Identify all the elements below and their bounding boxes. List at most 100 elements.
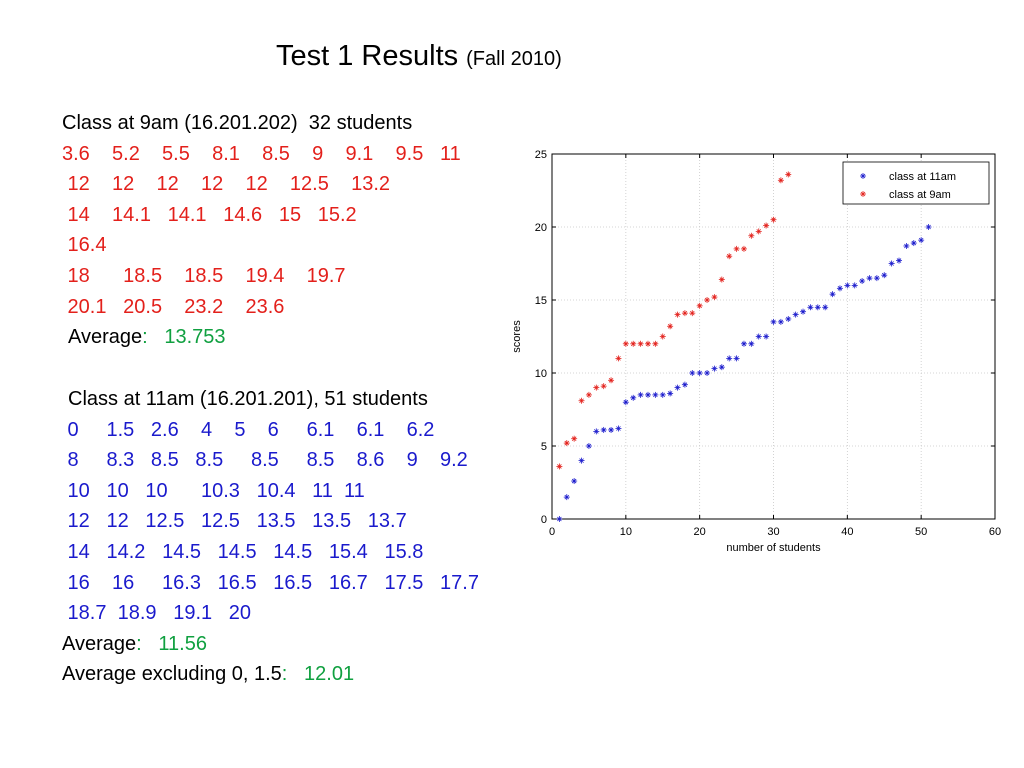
- average-colon: :: [136, 632, 142, 655]
- legend-marker: [860, 173, 866, 179]
- data-point: [733, 245, 740, 252]
- average-value: 11.56: [158, 632, 207, 655]
- data-point: [918, 237, 925, 244]
- data-point: [718, 276, 725, 283]
- title-text: Test 1 Results: [276, 40, 459, 72]
- class-11am-header: Class at 11am (16.201.201), 51 students: [68, 388, 428, 410]
- class-9am-header: Class at 9am (16.201.202) 32 students: [62, 112, 413, 134]
- score-row: 20.1 20.5 23.2 23.6: [62, 295, 285, 318]
- score-row: 0 1.5 2.6 4 5 6 6.1 6.1 6.2: [62, 418, 435, 441]
- data-point: [814, 304, 821, 311]
- legend-marker: [860, 191, 866, 197]
- data-point: [556, 516, 563, 522]
- average-excluding-label: Average excluding 0, 1.5: [62, 663, 282, 686]
- score-row: 16.4: [62, 234, 107, 257]
- class-11am-block: Class at 11am (16.201.201), 51 students …: [62, 384, 479, 690]
- y-tick-label: 20: [535, 222, 547, 234]
- data-point: [696, 302, 703, 309]
- data-point: [571, 435, 578, 442]
- data-point: [630, 340, 637, 347]
- data-point: [711, 294, 718, 301]
- data-point: [829, 291, 836, 298]
- data-point: [689, 370, 696, 376]
- data-point: [659, 391, 666, 398]
- data-point: [667, 390, 674, 397]
- data-point: [881, 272, 888, 279]
- class-9am-block: Class at 9am (16.201.202) 32 students 3.…: [62, 108, 461, 353]
- data-point: [770, 318, 777, 325]
- data-point: [873, 275, 880, 282]
- data-point: [859, 278, 866, 285]
- x-tick-label: 0: [549, 526, 555, 538]
- score-row: 18 18.5 18.5 19.4 19.7: [62, 264, 346, 287]
- series-class-9am: [556, 171, 792, 470]
- data-point: [689, 310, 696, 317]
- series-class-11am: [556, 224, 932, 522]
- data-point: [888, 260, 895, 267]
- data-point: [763, 222, 770, 229]
- data-point: [556, 463, 563, 470]
- y-tick-label: 25: [535, 149, 547, 161]
- y-tick-label: 5: [541, 441, 547, 453]
- average-excluding-colon: :: [281, 663, 288, 686]
- data-point: [637, 391, 644, 398]
- class-11am-average-excluding: Average excluding 0, 1.5: 12.01: [62, 659, 479, 690]
- score-row: 12 12 12 12 12 12.5 13.2: [62, 173, 390, 196]
- class-11am-scores: 0 1.5 2.6 4 5 6 6.1 6.1 6.2 8 8.3 8.5 8.…: [62, 415, 479, 629]
- average-label: Average: [68, 326, 143, 349]
- x-axis-label: number of students: [726, 542, 821, 554]
- data-point: [652, 340, 659, 347]
- data-point: [822, 304, 829, 311]
- data-point: [903, 242, 910, 249]
- score-row: 18.7 18.9 19.1 20: [62, 602, 252, 625]
- data-point: [777, 318, 784, 325]
- data-point: [711, 365, 718, 372]
- score-row: 8 8.3 8.5 8.5 8.5 8.5 8.6 9 9.2: [62, 449, 468, 472]
- data-point: [563, 494, 570, 501]
- score-row: 14 14.1 14.1 14.6 15 15.2: [62, 203, 357, 226]
- data-point: [770, 216, 777, 223]
- scores-chart: 0 10 20 30 40 50 60 0 5 10 15 20 25 number of student…: [511, 149, 1001, 554]
- data-point: [615, 355, 622, 362]
- x-tick-label: 50: [915, 526, 927, 538]
- data-point: [571, 478, 578, 485]
- data-point: [585, 391, 592, 398]
- data-point: [836, 285, 843, 292]
- data-point: [726, 355, 733, 362]
- legend-label: class at 11am: [889, 171, 956, 183]
- data-point: [622, 399, 629, 406]
- data-point: [851, 282, 858, 289]
- data-point: [704, 297, 711, 303]
- score-row: 3.6 5.2 5.5 8.1 8.5 9 9.1 9.5 11: [62, 142, 461, 165]
- data-point: [910, 240, 917, 247]
- data-point: [608, 377, 615, 384]
- data-point: [652, 391, 659, 398]
- y-axis-label: scores: [511, 320, 523, 353]
- x-tick-label: 60: [989, 526, 1001, 538]
- data-point: [600, 426, 607, 433]
- data-point: [637, 340, 644, 347]
- data-point: [681, 381, 688, 388]
- data-point: [630, 394, 637, 401]
- x-tick-label: 10: [620, 526, 632, 538]
- data-point: [785, 171, 792, 178]
- data-point: [608, 426, 615, 433]
- score-row: 16 16 16.3 16.5 16.5 16.7 17.5 17.7: [62, 571, 479, 594]
- data-point: [740, 340, 747, 347]
- data-point: [755, 333, 762, 340]
- data-point: [866, 275, 873, 282]
- data-point: [844, 282, 851, 289]
- average-value: 13.753: [164, 326, 226, 349]
- data-point: [800, 308, 807, 315]
- data-point: [755, 228, 762, 235]
- data-point: [674, 384, 681, 391]
- data-point: [792, 311, 799, 318]
- data-point: [659, 333, 666, 340]
- data-point: [704, 370, 711, 376]
- class-9am-average: Average: 13.753: [62, 322, 461, 353]
- data-point: [785, 315, 792, 322]
- score-row: 12 12 12.5 12.5 13.5 13.5 13.7: [62, 510, 407, 533]
- average-colon: :: [142, 326, 148, 349]
- y-tick-label: 0: [541, 514, 547, 526]
- data-point: [644, 391, 651, 398]
